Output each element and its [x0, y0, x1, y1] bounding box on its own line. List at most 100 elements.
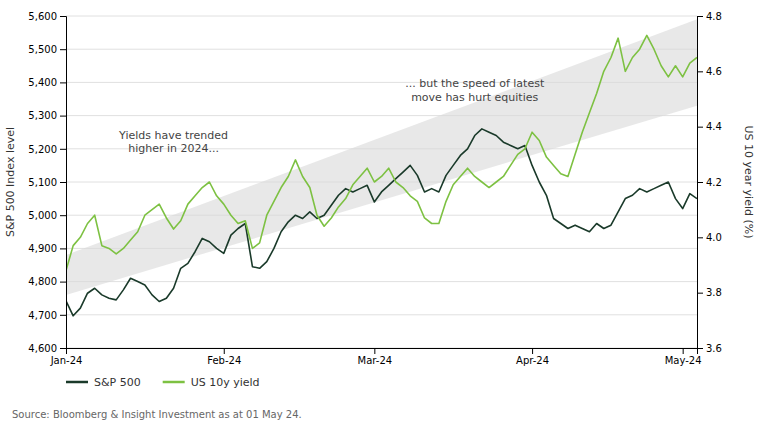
y-axis-title: S&P 500 Index level [4, 127, 17, 237]
legend-item: US 10y yield [163, 376, 260, 389]
y-axis-right: 3.6 3.8 4.0 4.2 4.4 4.6 4.8 [697, 11, 722, 354]
axis-line [698, 17, 704, 349]
x-tick-label: Apr-24 [516, 355, 549, 366]
x-tick-label: May-24 [665, 355, 702, 366]
y2-tick-mark [697, 71, 703, 72]
x-tick-label: Mar-24 [358, 355, 393, 366]
y-tick-label: 4,900 [28, 243, 57, 254]
y2-tick-mark [697, 182, 703, 183]
legend-label: US 10y yield [191, 376, 260, 389]
y-tick-mark [60, 315, 66, 316]
y-tick-mark [60, 348, 66, 349]
y-tick: 4,900 [28, 243, 66, 254]
y2-tick: 4.6 [697, 66, 722, 77]
y-tick-label: 4,600 [28, 343, 57, 354]
y2-tick-mark [697, 293, 703, 294]
grid [66, 16, 697, 348]
annotation: ... but the speed of latestmove has hurt… [405, 77, 545, 103]
y-tick: 4,700 [28, 310, 66, 321]
y2-tick: 4.8 [697, 11, 722, 22]
y-tick: 5,200 [28, 144, 66, 155]
annotation: Yields have trendedhigher in 2024... [118, 129, 228, 155]
x-tick-label: Jan-24 [50, 355, 83, 366]
y-tick-mark [60, 282, 66, 283]
y-tick-mark [60, 16, 66, 17]
x-tick-mark [224, 348, 225, 354]
y-tick-mark [60, 215, 66, 216]
y2-axis-title: US 10 year yield (%) [742, 126, 755, 239]
x-axis: Jan-24 Feb-24 Mar-24 Apr-24 May-24 [50, 348, 702, 366]
y2-tick: 4.2 [697, 177, 722, 188]
legend: S&P 500 US 10y yield [66, 376, 260, 389]
legend-item: S&P 500 [66, 376, 141, 389]
x-tick: May-24 [665, 348, 702, 366]
x-tick-mark [683, 348, 684, 354]
y2-tick-label: 3.6 [706, 343, 722, 354]
y-tick-mark [60, 149, 66, 150]
y-tick-label: 5,300 [28, 110, 57, 121]
x-tick-mark [374, 348, 375, 354]
y-tick: 5,500 [28, 44, 66, 55]
y-tick-mark [60, 49, 66, 50]
y2-tick-mark [697, 127, 703, 128]
y2-tick-label: 4.6 [706, 66, 722, 77]
plot-root: Jan-24 Feb-24 Mar-24 Apr-24 May-24 4,600 4,700… [4, 11, 755, 389]
axis-line [60, 17, 67, 349]
y2-tick: 4.4 [697, 121, 722, 132]
chart: Jan-24 Feb-24 Mar-24 Apr-24 May-24 4,600 4,700… [0, 0, 759, 426]
y-tick-label: 5,600 [28, 11, 57, 22]
y-tick-mark [60, 182, 66, 183]
x-tick-mark [532, 348, 533, 354]
y-tick: 5,100 [28, 177, 66, 188]
y-tick: 4,800 [28, 276, 66, 287]
x-tick-label: Feb-24 [207, 355, 241, 366]
y2-tick-mark [697, 348, 703, 349]
series-line [66, 35, 697, 270]
annotation-line: move has hurt equities [411, 91, 538, 104]
grid-line [66, 281, 697, 282]
y-tick: 4,600 [28, 343, 66, 354]
y-tick: 5,600 [28, 11, 66, 22]
grid-line [66, 215, 697, 216]
legend-label: S&P 500 [94, 376, 141, 389]
grid-line [66, 16, 697, 17]
y-tick-label: 4,800 [28, 276, 57, 287]
y-tick-label: 5,000 [28, 210, 57, 221]
grid-line [66, 314, 697, 315]
y2-tick-label: 4.4 [706, 121, 722, 132]
y-tick-label: 5,500 [28, 44, 57, 55]
legend-swatch [163, 381, 185, 384]
source: Source: Bloomberg & Insight Investment a… [12, 409, 302, 420]
series-line [66, 129, 697, 316]
trend-band [66, 19, 697, 295]
y-tick-mark [60, 248, 66, 249]
x-tick: Mar-24 [358, 348, 393, 366]
y2-tick-label: 3.8 [706, 287, 722, 298]
y2-tick-label: 4.8 [706, 11, 722, 22]
y2-tick: 3.6 [697, 343, 722, 354]
y-tick-label: 5,100 [28, 177, 57, 188]
y-tick: 5,400 [28, 77, 66, 88]
y-tick-mark [60, 82, 66, 83]
annotation-line: ... but the speed of latest [405, 77, 545, 90]
y2-tick-label: 4.2 [706, 177, 722, 188]
axis-line [67, 349, 698, 355]
annotations: Yields have trendedhigher in 2024... ... … [118, 77, 545, 155]
y2-tick-mark [697, 237, 703, 238]
y-tick-label: 4,700 [28, 310, 57, 321]
annotation-line: higher in 2024... [128, 142, 219, 155]
marks [66, 19, 697, 315]
annotation-line: Yields have trended [118, 129, 228, 142]
y2-tick-mark [697, 16, 703, 17]
y-axis-left: 4,600 4,700 4,800 4,900 5,000 5,100 5,200 5,300… [28, 11, 66, 354]
y2-tick: 3.8 [697, 287, 722, 298]
y-tick: 5,000 [28, 210, 66, 221]
x-tick: Apr-24 [516, 348, 549, 366]
y-tick: 5,300 [28, 110, 66, 121]
y2-tick: 4.0 [697, 232, 722, 243]
y-tick-mark [60, 116, 66, 117]
y-tick-label: 5,400 [28, 77, 57, 88]
x-tick: Feb-24 [207, 348, 241, 366]
y2-tick-label: 4.0 [706, 232, 722, 243]
legend-swatch [66, 381, 88, 384]
